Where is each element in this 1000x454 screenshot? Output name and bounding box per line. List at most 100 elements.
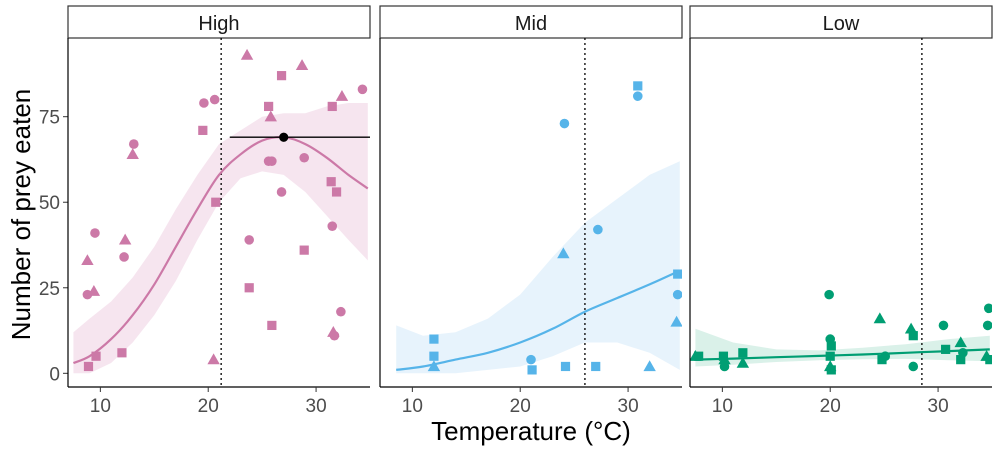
panel-plot-area [396, 38, 682, 387]
data-point-square [560, 361, 571, 372]
data-point-circle [209, 94, 220, 105]
data-point-square [673, 269, 682, 279]
data-point-triangle [207, 353, 220, 365]
data-point-circle [357, 84, 368, 95]
data-point-square [299, 245, 309, 255]
data-point-circle [632, 91, 643, 101]
data-point-triangle [904, 322, 918, 334]
data-point-circle [244, 235, 254, 245]
panel-strip [67, 5, 371, 39]
data-point-square [985, 355, 992, 365]
data-point-square [429, 351, 439, 361]
data-point-square [738, 348, 748, 358]
panel-strip [379, 5, 683, 39]
data-point-square [826, 341, 836, 351]
x-axis-label: Temperature (°C) [431, 416, 631, 446]
data-point-square [633, 81, 643, 91]
data-point-square [331, 187, 342, 197]
data-point-circle [267, 156, 277, 166]
data-point-square [327, 101, 337, 112]
data-point-triangle [427, 360, 441, 372]
data-point-circle [938, 320, 949, 331]
data-point-circle [327, 221, 338, 231]
y-tick-label: 0 [49, 364, 60, 385]
data-point-square [694, 351, 704, 361]
y-axis-label: Number of prey eaten [6, 89, 36, 340]
x-tick-label: 20 [510, 396, 531, 417]
panel-strip [689, 5, 993, 39]
data-point-square [264, 101, 274, 112]
data-point-square [826, 365, 836, 375]
panel-high: High 10 20 30 [67, 5, 371, 417]
y-tick-label: 75 [39, 108, 60, 129]
data-point-triangle [295, 59, 309, 71]
fitted-curve [72, 135, 369, 365]
data-point-square [326, 177, 336, 187]
data-point-triangle [264, 110, 277, 122]
data-point-circle [982, 320, 992, 331]
confidence-ribbon [396, 161, 680, 374]
confidence-ribbon [73, 103, 368, 374]
panel-title: High [198, 13, 239, 35]
data-point-square [211, 197, 221, 207]
x-tick-label: 10 [90, 396, 111, 417]
data-point-square [429, 334, 439, 344]
data-point-square [91, 351, 101, 361]
panel-title: Low [823, 13, 860, 35]
data-point-triangle [954, 336, 967, 348]
data-point-square [83, 361, 94, 372]
data-point-square [198, 125, 208, 135]
data-point-square [877, 355, 887, 365]
x-tick-label: 20 [820, 396, 841, 417]
data-point-circle [908, 361, 919, 372]
data-point-square [591, 361, 601, 372]
data-point-square [244, 283, 254, 293]
data-point-square [276, 71, 287, 81]
x-tick-label: 10 [712, 396, 733, 417]
panel-mid: Mid 10 20 30 [379, 5, 683, 417]
data-point-square [956, 355, 966, 365]
data-point-triangle [557, 247, 570, 259]
data-point-circle [119, 252, 129, 262]
data-point-circle [128, 139, 139, 149]
data-point-triangle [873, 312, 887, 324]
data-point-triangle [736, 356, 750, 368]
data-point-triangle [335, 89, 349, 101]
x-tick-label: 30 [928, 396, 949, 417]
data-point-circle [199, 98, 209, 108]
data-point-circle [336, 306, 346, 317]
data-point-square [908, 331, 918, 341]
x-tick-label: 30 [306, 396, 327, 417]
data-point-circle [90, 228, 100, 238]
data-point-square [527, 365, 537, 375]
data-point-circle [593, 224, 603, 235]
data-point-circle [276, 187, 287, 197]
data-point-triangle [643, 360, 656, 372]
data-point-square [941, 344, 951, 354]
data-point-square [267, 320, 277, 331]
x-tick-label: 30 [618, 396, 639, 417]
fitted-curve [396, 269, 681, 371]
y-tick-label: 25 [39, 279, 60, 300]
data-point-circle [719, 361, 730, 372]
x-tick-label: 10 [402, 396, 423, 417]
panel-title: Mid [515, 13, 547, 35]
data-point-circle [299, 152, 310, 163]
data-point-triangle [81, 254, 94, 266]
data-point-circle [559, 118, 570, 129]
data-point-circle [82, 289, 93, 300]
data-point-circle [526, 354, 536, 365]
fitted-curve [695, 348, 990, 361]
data-point-square [117, 348, 127, 358]
data-point-circle [983, 303, 992, 314]
data-point-triangle [240, 48, 254, 60]
data-point-circle [824, 289, 834, 300]
y-tick-label: 50 [39, 193, 60, 214]
x-tick-label: 20 [198, 396, 219, 417]
data-point-circle [329, 330, 340, 341]
panel-low: Low 10 20 30 [689, 5, 993, 417]
data-point-triangle [670, 315, 682, 327]
data-point-triangle [118, 233, 132, 245]
